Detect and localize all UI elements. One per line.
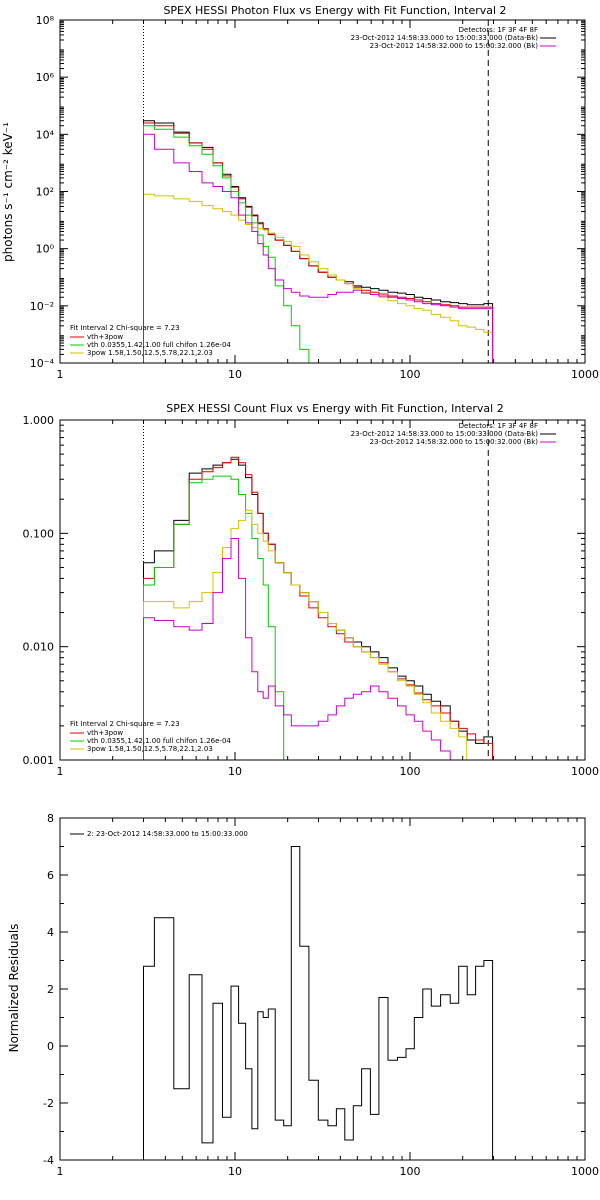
x-tick-label: 1000 [571,1165,599,1178]
y-tick-label: 0.010 [23,641,55,654]
y-tick-label: -2 [43,1097,54,1110]
x-tick-label: 1 [57,368,64,381]
legend-residuals: 2: 23-Oct-2012 14:58:33.000 to 15:00:33.… [87,830,248,838]
legend-fit-header: Fit Interval 2 Chi-square = 7.23 [70,720,180,728]
x-tick-label: 100 [400,765,421,778]
chart-photon-flux: SPEX HESSI Photon Flux vs Energy with Fi… [1,4,599,381]
y-tick-label: 10⁻⁴ [30,357,55,370]
series-vth-3pow [143,122,494,363]
x-tick-label: 10 [228,765,242,778]
series-bk [143,538,468,760]
chart-title: SPEX HESSI Photon Flux vs Energy with Fi… [163,4,506,17]
y-axis-label: Normalized Residuals [7,924,21,1053]
x-tick-label: 1 [57,765,64,778]
legend-right: Detectors: 1F 3F 4F 8F 23-Oct-2012 14:58… [351,422,556,446]
legend-left: 2: 23-Oct-2012 14:58:33.000 to 15:00:33.… [70,830,248,838]
y-tick-label: 0.100 [23,527,55,540]
x-tick-label: 1 [57,1165,64,1178]
legend-fit-header: Fit Interval 2 Chi-square = 7.23 [70,324,180,332]
y-tick-label: 0.001 [23,754,55,767]
legend-left: Fit Interval 2 Chi-square = 7.23 vth+3po… [70,324,231,357]
series-vth [143,125,319,363]
chart-residuals: Normalized Residuals 1 10 100 1000 -4 -2 0 2 4 6 8… [7,812,599,1178]
legend-right: Detectors: 1F 3F 4F 8F 23-Oct-2012 14:58… [351,26,556,50]
y-tick-label: 8 [47,812,54,825]
x-tick-label: 10 [228,1165,242,1178]
legend-data-bk: 23-Oct-2012 14:58:33.000 to 15:00:33.000… [351,34,539,42]
legend-3pow: 3pow 1.58,1.50,12.5,5.78,22.1,2.03 [87,745,213,753]
legend-vth: vth 0.0355,1.42,1.00 full chifon 1.26e-0… [87,737,231,745]
legend-detectors: Detectors: 1F 3F 4F 8F [459,422,538,430]
series-3pow [143,193,494,363]
y-tick-label: 10² [36,186,54,199]
series-bk [143,133,494,363]
plot-area: 1 10 100 1000 10⁻⁴ 10⁻² 10⁰ 10² 10⁴ 10⁶ 10⁸ [30,14,599,381]
y-tick-label: 10⁰ [36,243,55,256]
y-tick-label: 10⁶ [36,71,55,84]
chart-title: SPEX HESSI Count Flux vs Energy with Fit… [166,402,503,415]
chart-count-flux: SPEX HESSI Count Flux vs Energy with Fit… [23,402,600,778]
legend-bk: 23-Oct-2012 14:58:32.000 to 15:00:32.000… [370,438,539,446]
plot-frame [59,817,586,1161]
legend-left: Fit Interval 2 Chi-square = 7.23 vth+3po… [70,720,231,753]
y-tick-label: 1.000 [23,414,55,427]
plot-frame [59,19,586,364]
plot-area: 1 10 100 1000 0.001 0.010 0.100 1.000 [23,414,600,778]
y-tick-label: 10⁸ [36,14,55,27]
series-2-23-oct-2012-14-58-33-000-to-15-00-33-000 [143,846,494,1160]
plot-frame [59,419,586,761]
series-data-bk [143,120,494,363]
legend-bk: 23-Oct-2012 14:58:32.000 to 15:00:32.000… [370,42,539,50]
series-vth-3pow [143,456,494,760]
series-3pow [143,509,468,760]
legend-vth-3pow: vth+3pow [87,729,123,737]
y-axis-label: photons s⁻¹ cm⁻² keV⁻¹ [1,122,15,262]
legend-data-bk: 23-Oct-2012 14:58:33.000 to 15:00:33.000… [351,430,539,438]
x-tick-label: 1000 [571,765,599,778]
series-vth [143,475,293,760]
y-tick-label: 0 [47,1040,54,1053]
x-tick-label: 10 [228,368,242,381]
legend-vth: vth 0.0355,1.42,1.00 full chifon 1.26e-0… [87,341,231,349]
plot-area: 1 10 100 1000 -4 -2 0 2 4 6 8 [43,812,599,1178]
x-tick-label: 100 [400,1165,421,1178]
y-tick-label: 10⁻² [30,300,54,313]
y-tick-label: 10⁴ [36,128,55,141]
legend-vth-3pow: vth+3pow [87,333,123,341]
y-tick-label: 4 [47,926,54,939]
y-tick-label: -4 [43,1154,54,1167]
y-tick-label: 6 [47,869,54,882]
y-tick-label: 2 [47,983,54,996]
x-tick-label: 100 [400,368,421,381]
legend-3pow: 3pow 1.58,1.50,12.5,5.78,22.1,2.03 [87,349,213,357]
legend-detectors: Detectors: 1F 3F 4F 8F [459,26,538,34]
x-tick-label: 1000 [571,368,599,381]
